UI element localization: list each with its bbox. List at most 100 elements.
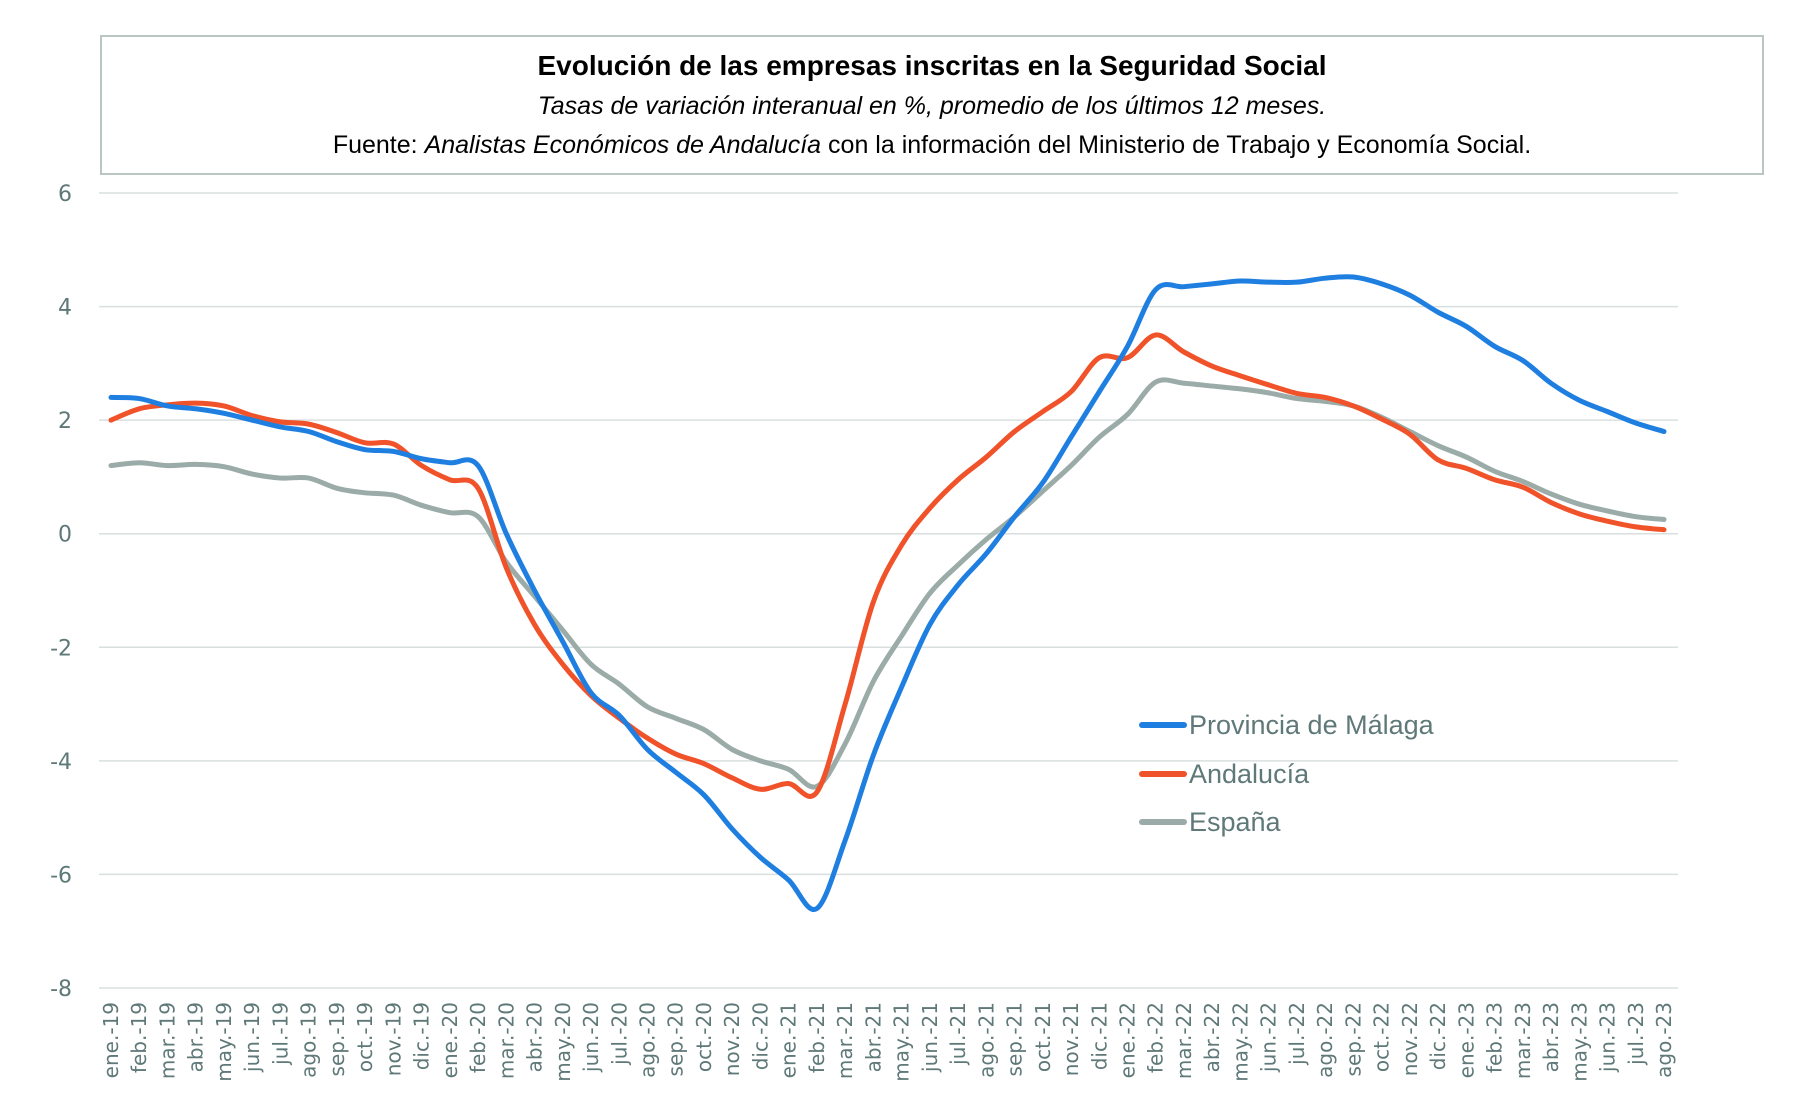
data-point bbox=[1097, 435, 1102, 440]
data-point bbox=[701, 792, 706, 797]
data-point bbox=[447, 510, 452, 515]
data-point bbox=[278, 424, 283, 429]
data-point bbox=[165, 403, 170, 408]
gridlines bbox=[99, 192, 1678, 989]
data-point bbox=[419, 456, 424, 461]
data-point bbox=[617, 682, 622, 687]
data-point bbox=[278, 419, 283, 424]
series-0 bbox=[108, 274, 1667, 913]
x-tick-label: jun.-22 bbox=[1257, 1002, 1281, 1073]
data-point bbox=[1436, 457, 1441, 462]
data-point bbox=[1210, 281, 1215, 286]
x-tick-label: abr.-21 bbox=[861, 1002, 885, 1072]
data-point bbox=[1153, 287, 1158, 292]
data-point bbox=[871, 753, 876, 758]
data-point bbox=[843, 838, 848, 843]
data-point bbox=[617, 713, 622, 718]
data-point bbox=[1633, 514, 1638, 519]
data-point bbox=[1605, 519, 1610, 524]
data-point bbox=[645, 747, 650, 752]
x-tick-label: jul.-22 bbox=[1285, 1002, 1309, 1066]
x-tick-label: jul.-19 bbox=[268, 1002, 292, 1066]
x-tick-label: nov.-21 bbox=[1059, 1002, 1083, 1076]
chart-subtitle: Tasas de variación interanual en %, prom… bbox=[538, 92, 1326, 120]
data-point bbox=[1181, 284, 1186, 289]
data-point bbox=[193, 462, 198, 467]
data-point bbox=[1012, 429, 1017, 434]
data-point bbox=[447, 460, 452, 465]
data-point bbox=[137, 460, 142, 465]
data-point bbox=[1069, 435, 1074, 440]
x-tick-label: ene.-21 bbox=[777, 1002, 801, 1078]
data-point bbox=[814, 906, 819, 911]
data-point bbox=[1323, 395, 1328, 400]
data-point bbox=[560, 639, 565, 644]
data-point bbox=[532, 588, 537, 593]
data-point bbox=[701, 761, 706, 766]
data-point bbox=[1492, 469, 1497, 474]
data-point bbox=[391, 493, 396, 498]
data-point bbox=[137, 396, 142, 401]
x-tick-label: ago.-21 bbox=[974, 1002, 998, 1078]
data-point bbox=[1238, 386, 1243, 391]
data-point bbox=[334, 430, 339, 435]
y-axis: 6 4 2 0 -2 -4 -6 -8 bbox=[50, 182, 72, 1002]
source-suffix: con la información del Ministerio de Tra… bbox=[821, 131, 1531, 159]
data-point bbox=[984, 455, 989, 460]
data-point bbox=[363, 447, 368, 452]
x-tick-label: feb.-20 bbox=[466, 1002, 490, 1073]
data-point bbox=[1633, 524, 1638, 529]
data-point bbox=[927, 506, 932, 511]
x-tick-label: oct.-20 bbox=[692, 1002, 716, 1072]
x-tick-label: dic.-19 bbox=[410, 1002, 434, 1070]
x-tick-label: may.-23 bbox=[1567, 1002, 1591, 1082]
data-point bbox=[109, 418, 113, 423]
data-point bbox=[786, 878, 791, 883]
data-point bbox=[1662, 429, 1666, 434]
data-point bbox=[1492, 477, 1497, 482]
data-point bbox=[1492, 344, 1497, 349]
data-point bbox=[532, 622, 537, 627]
data-point bbox=[363, 440, 368, 445]
data-point bbox=[1294, 391, 1299, 396]
data-point bbox=[193, 406, 198, 411]
data-point bbox=[1238, 279, 1243, 284]
data-point bbox=[673, 716, 678, 721]
data-point bbox=[250, 413, 255, 418]
x-tick-label: sep.-21 bbox=[1003, 1002, 1027, 1076]
data-point bbox=[1210, 384, 1215, 389]
x-tick-label: ago.-23 bbox=[1652, 1002, 1676, 1078]
data-point bbox=[1266, 382, 1271, 387]
data-point bbox=[363, 490, 368, 495]
data-point bbox=[109, 395, 113, 400]
data-point bbox=[730, 775, 735, 780]
data-point bbox=[1210, 364, 1215, 369]
data-point bbox=[645, 736, 650, 741]
x-tick-label: abr.-22 bbox=[1200, 1002, 1224, 1072]
x-tick-label: jul.-21 bbox=[946, 1002, 970, 1066]
chart-title: Evolución de las empresas inscritas en l… bbox=[538, 50, 1327, 81]
data-point bbox=[221, 464, 226, 469]
data-point bbox=[673, 770, 678, 775]
data-point bbox=[109, 463, 113, 468]
legend: Provincia de Málaga Andalucía España bbox=[1139, 710, 1435, 837]
x-tick-label: abr.-23 bbox=[1539, 1002, 1563, 1072]
y-tick-label: 0 bbox=[58, 523, 72, 548]
data-point bbox=[899, 543, 904, 548]
chart-source: Fuente: Analistas Económicos de Andalucí… bbox=[333, 131, 1531, 159]
data-point bbox=[1407, 293, 1412, 298]
x-tick-label: nov.-20 bbox=[720, 1002, 744, 1076]
x-tick-label: feb.-19 bbox=[127, 1002, 151, 1073]
data-point bbox=[560, 628, 565, 633]
x-tick-label: feb.-22 bbox=[1144, 1002, 1168, 1073]
x-tick-label: ago.-20 bbox=[635, 1002, 659, 1078]
data-point bbox=[1125, 412, 1130, 417]
x-tick-label: ago.-22 bbox=[1313, 1002, 1337, 1078]
data-point bbox=[1605, 409, 1610, 414]
data-point bbox=[984, 551, 989, 556]
data-point bbox=[1464, 324, 1469, 329]
data-point bbox=[476, 463, 481, 468]
x-tick-label: dic.-22 bbox=[1426, 1002, 1450, 1070]
data-point bbox=[1153, 380, 1158, 385]
